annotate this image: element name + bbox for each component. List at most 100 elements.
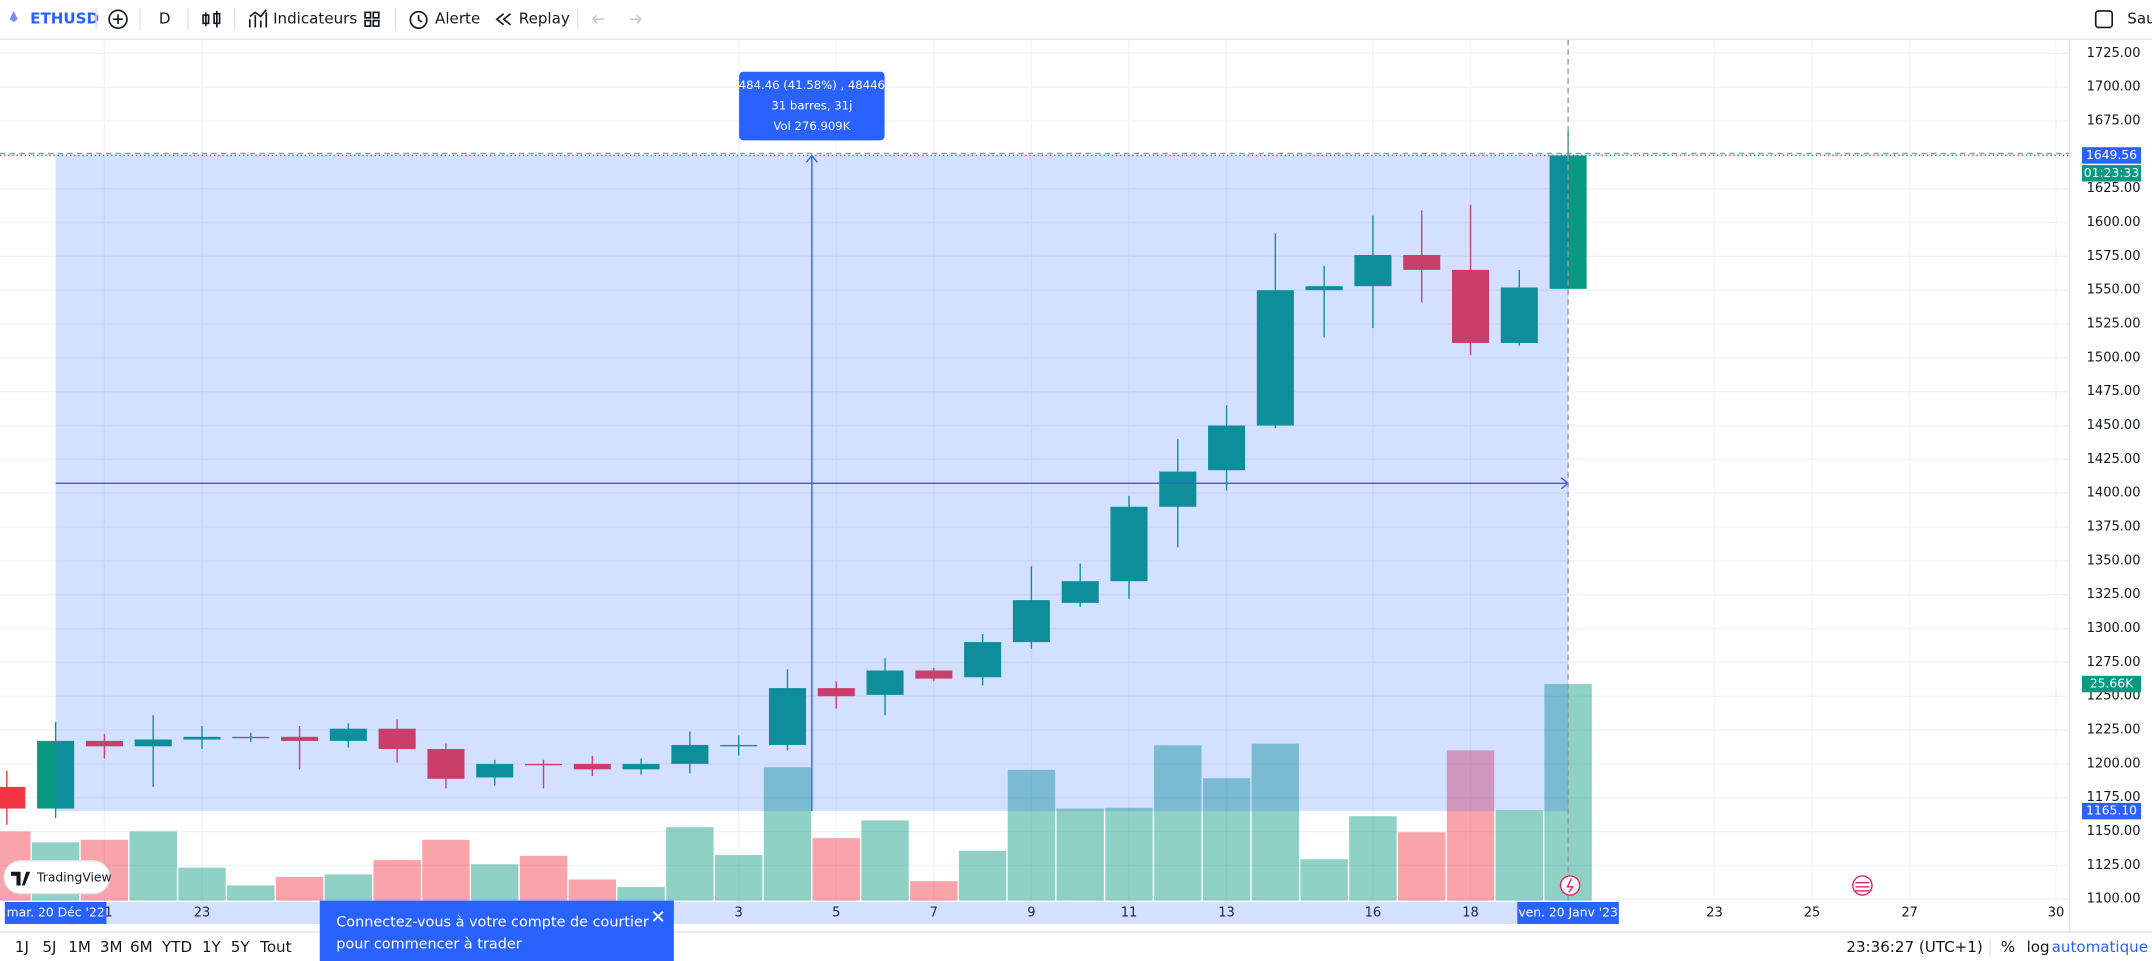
economic-event-flag — [1855, 882, 1870, 892]
volume-bar — [1300, 859, 1348, 901]
save-checkbox[interactable] — [2094, 10, 2114, 29]
range-button[interactable]: 5Y — [231, 938, 251, 956]
candle-body — [232, 736, 270, 739]
y-tick-label: 1600.00 — [2087, 215, 2141, 230]
alert-icon — [409, 10, 428, 29]
range-button[interactable]: 3M — [100, 938, 123, 956]
range-button[interactable]: 6M — [130, 938, 153, 956]
candle-body — [1061, 581, 1099, 603]
range-button[interactable]: 5J — [42, 938, 56, 956]
y-tick-label: 1675.00 — [2087, 114, 2141, 129]
add-symbol-plus — [113, 14, 123, 25]
layout-icon[interactable] — [364, 11, 372, 19]
auto-toggle[interactable]: automatique — [2052, 938, 2148, 956]
candle-body — [183, 736, 221, 740]
volume-bar — [1056, 808, 1104, 901]
candle-body — [964, 642, 1002, 678]
candle-body — [476, 763, 514, 778]
volume-bar — [519, 855, 568, 901]
y-tick-label: 1375.00 — [2087, 520, 2141, 535]
y-tick-label: 1575.00 — [2087, 249, 2141, 264]
volume-bar — [129, 831, 177, 901]
logo-text[interactable]: TradingView — [36, 870, 112, 884]
y-tick-label: 1525.00 — [2087, 317, 2141, 332]
volume-bar — [714, 855, 763, 901]
price-label-bg — [2082, 147, 2142, 164]
save-button[interactable]: Sau — [2127, 10, 2152, 28]
undo-button[interactable] — [592, 14, 604, 24]
symbol[interactable]: ETHUSD — [30, 10, 99, 28]
y-tick-label: 1425.00 — [2087, 452, 2141, 467]
redo-button[interactable] — [629, 14, 642, 24]
volume-bar — [422, 839, 470, 901]
candle-body — [1403, 255, 1441, 270]
layout-icon — [364, 19, 372, 27]
y-tick-label: 1350.00 — [2087, 553, 2141, 568]
candle-body — [671, 744, 709, 764]
range-button[interactable]: 1M — [68, 938, 91, 956]
y-tick-label: 1250.00 — [2087, 689, 2141, 704]
measure-info-text: 31 barres, 31j — [771, 99, 852, 113]
volume-bar — [373, 860, 421, 901]
measure-info-text: 484.46 (41.58%) , 48446 — [739, 78, 885, 92]
x-tick-label: 5 — [832, 905, 840, 920]
replay-button[interactable]: Replay — [519, 10, 570, 28]
volume-bar — [1446, 750, 1495, 901]
interval[interactable]: D — [159, 10, 171, 28]
candle-body — [1500, 287, 1538, 343]
y-tick-label: 1700.00 — [2087, 80, 2141, 95]
clock[interactable]: 23:36:27 (UTC+1) — [1846, 938, 1982, 956]
add-symbol-icon[interactable] — [108, 9, 128, 29]
range-button[interactable]: Tout — [259, 938, 291, 956]
logo: TradingView — [3, 860, 112, 895]
candle-body — [524, 763, 563, 766]
alert-button[interactable]: Alerte — [435, 10, 480, 28]
measure-info-box — [739, 71, 885, 141]
volume-bar — [666, 827, 714, 901]
toolbar-bg — [0, 0, 2152, 39]
countdown-bg — [2082, 165, 2142, 182]
candle-layer — [0, 130, 1587, 825]
percent-toggle[interactable]: % — [2001, 938, 2015, 956]
range-button[interactable]: YTD — [161, 938, 192, 956]
x-tick-label: 11 — [1121, 905, 1138, 920]
alert-icon-hand — [417, 15, 423, 23]
volume-bar — [763, 767, 812, 901]
range-button[interactable]: 1Y — [202, 938, 222, 956]
candle-body — [1012, 600, 1050, 643]
candle-body — [1354, 255, 1392, 287]
replay-icon — [495, 13, 512, 26]
y-tick-label: 1625.00 — [2087, 181, 2141, 196]
date-label-bg — [1517, 901, 1619, 924]
countdown: 01:23:33 — [2084, 166, 2139, 180]
toast-close[interactable] — [652, 910, 664, 922]
y-tick-label: 1150.00 — [2087, 824, 2141, 839]
candle-body — [720, 744, 758, 747]
volume-bar — [1007, 769, 1056, 901]
economic-event-icon[interactable] — [1852, 875, 1873, 896]
log-toggle[interactable]: log — [2027, 938, 2050, 956]
chart-type-icon-body — [213, 12, 221, 25]
x-tick-label: 13 — [1218, 905, 1235, 920]
candle-body — [1305, 286, 1343, 291]
candle-body — [1256, 290, 1294, 426]
volume-layer — [0, 684, 1592, 901]
x-tick-label: 30 — [2048, 905, 2065, 920]
range-button[interactable]: 1J — [15, 938, 29, 956]
volume-bar — [1495, 810, 1544, 901]
y-tick-label: 1725.00 — [2087, 46, 2141, 61]
toast-text: Connectez-vous à votre compte de courtie… — [336, 915, 649, 931]
candle-body — [329, 728, 367, 741]
volume-bar — [1105, 807, 1153, 901]
y-tick-label: 1400.00 — [2087, 486, 2141, 501]
logo-pill — [3, 860, 111, 895]
volume-bar — [1154, 745, 1202, 901]
volume-bar — [1349, 816, 1397, 901]
volume-bar — [275, 876, 324, 901]
candle-body — [573, 763, 611, 770]
x-tick-label: 3 — [735, 905, 743, 920]
y-tick-label: 1475.00 — [2087, 384, 2141, 399]
event-icon[interactable] — [1559, 875, 1581, 896]
indicators-button[interactable]: Indicateurs — [273, 10, 357, 28]
